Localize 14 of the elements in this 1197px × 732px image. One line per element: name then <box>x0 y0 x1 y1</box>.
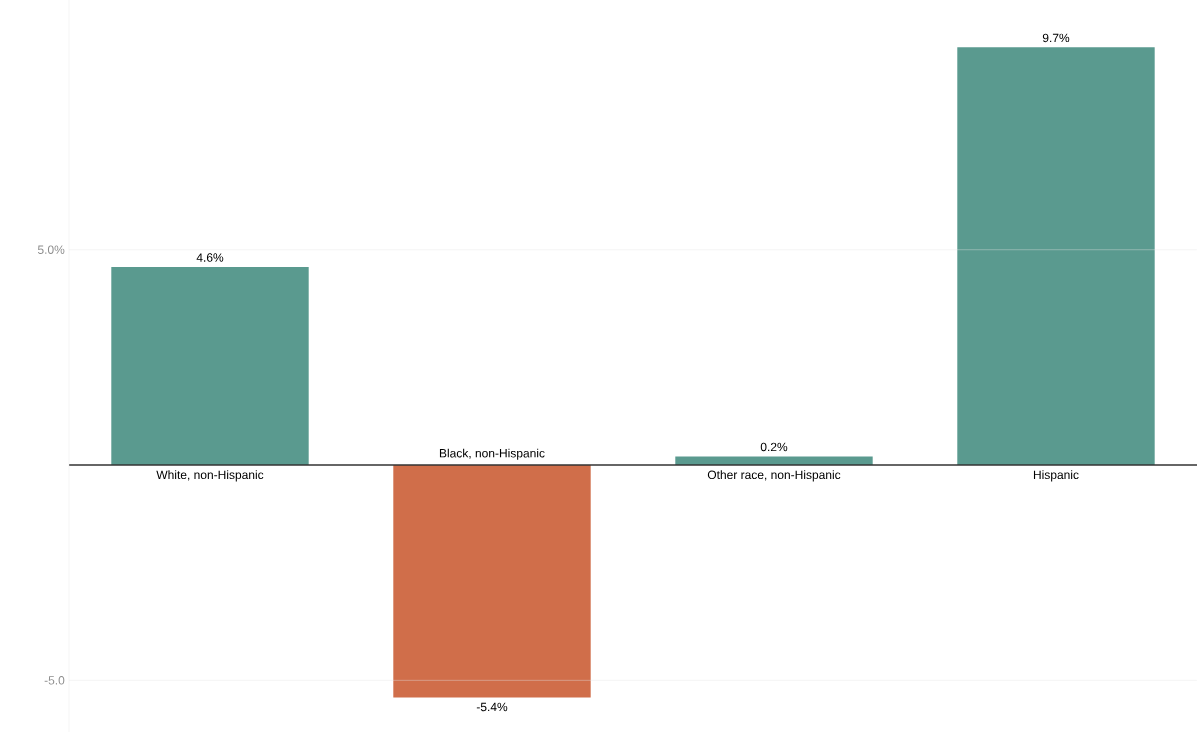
bar <box>957 47 1155 466</box>
bar <box>111 266 309 466</box>
bar <box>675 456 873 466</box>
x-tick-label: Other race, non-Hispanic <box>707 470 841 482</box>
data-label: 0.2% <box>760 442 788 452</box>
x-tick-label: White, non-Hispanic <box>156 470 264 482</box>
data-label: 4.6% <box>196 253 224 262</box>
x-tick-label: Hispanic <box>1033 470 1079 482</box>
y-tick-label: -5.0 <box>44 676 65 685</box>
data-label: 9.7% <box>1042 33 1070 43</box>
y-tick-label: 5.0% <box>37 245 65 254</box>
data-label: -5.4% <box>476 702 508 712</box>
x-tick-label: Black, non-Hispanic <box>439 448 545 460</box>
bar <box>393 465 591 698</box>
